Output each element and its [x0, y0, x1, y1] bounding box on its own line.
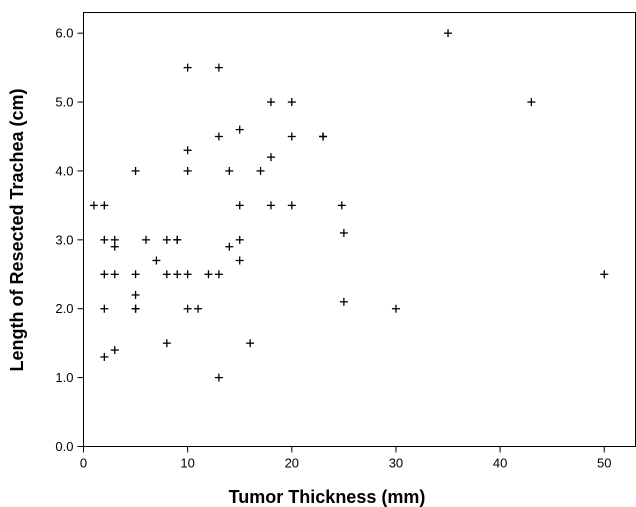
x-tick-label: 20	[285, 456, 299, 471]
data-point	[337, 201, 346, 210]
data-point	[100, 235, 109, 244]
data-point	[256, 166, 265, 175]
data-point	[100, 304, 109, 313]
data-point	[235, 125, 244, 134]
data-point	[235, 201, 244, 210]
data-point	[100, 201, 109, 210]
data-point	[183, 304, 192, 313]
data-point	[235, 256, 244, 265]
data-point	[214, 63, 223, 72]
x-tick-label: 0	[80, 456, 87, 471]
data-point	[214, 270, 223, 279]
plot-area-frame	[83, 12, 636, 447]
data-point	[391, 304, 400, 313]
x-tick-label: 50	[597, 456, 611, 471]
data-point	[131, 270, 140, 279]
data-point	[444, 29, 453, 38]
y-tick-label: 3.0	[55, 232, 73, 247]
x-axis-title: Tumor Thickness (mm)	[229, 487, 426, 507]
data-point	[225, 242, 234, 251]
data-point	[527, 98, 536, 107]
data-point	[162, 235, 171, 244]
data-point	[131, 304, 140, 313]
data-point	[152, 256, 161, 265]
data-point	[183, 166, 192, 175]
data-point	[110, 242, 119, 251]
y-tick-label: 1.0	[55, 370, 73, 385]
data-point	[89, 201, 98, 210]
y-tick-label: 0.0	[55, 439, 73, 454]
data-point	[131, 290, 140, 299]
data-point	[183, 63, 192, 72]
data-point	[287, 98, 296, 107]
data-point	[204, 270, 213, 279]
data-point	[131, 166, 140, 175]
data-point	[266, 201, 275, 210]
data-point	[266, 98, 275, 107]
data-point	[339, 228, 348, 237]
y-axis: 0.0 1.0 2.0 3.0 4.0 5.0 6.0	[55, 26, 84, 454]
data-point	[225, 166, 234, 175]
data-point	[110, 235, 119, 244]
data-point	[287, 201, 296, 210]
y-tick-label: 4.0	[55, 163, 73, 178]
data-point	[173, 235, 182, 244]
data-point	[110, 270, 119, 279]
x-tick-label: 10	[180, 456, 194, 471]
data-point	[339, 297, 348, 306]
data-point	[183, 270, 192, 279]
data-point	[162, 339, 171, 348]
y-tick-label: 6.0	[55, 26, 73, 41]
data-point	[173, 270, 182, 279]
data-point	[266, 153, 275, 162]
y-tick-label: 2.0	[55, 301, 73, 316]
data-point	[100, 270, 109, 279]
data-point	[600, 270, 609, 279]
data-point	[246, 339, 255, 348]
y-axis-title: Length of Resected Trachea (cm)	[7, 88, 27, 371]
data-point	[214, 132, 223, 141]
data-point	[214, 373, 223, 382]
data-point	[100, 352, 109, 361]
x-tick-label: 30	[389, 456, 403, 471]
data-point	[141, 235, 150, 244]
data-point	[183, 146, 192, 155]
data-point	[162, 270, 171, 279]
x-axis: 0 10 20 30 40 50	[80, 446, 611, 471]
data-point	[110, 346, 119, 355]
data-point	[194, 304, 203, 313]
x-tick-label: 40	[493, 456, 507, 471]
data-point	[287, 132, 296, 141]
data-point	[235, 235, 244, 244]
data-points	[89, 29, 609, 382]
data-point	[319, 132, 328, 141]
y-tick-label: 5.0	[55, 95, 73, 110]
